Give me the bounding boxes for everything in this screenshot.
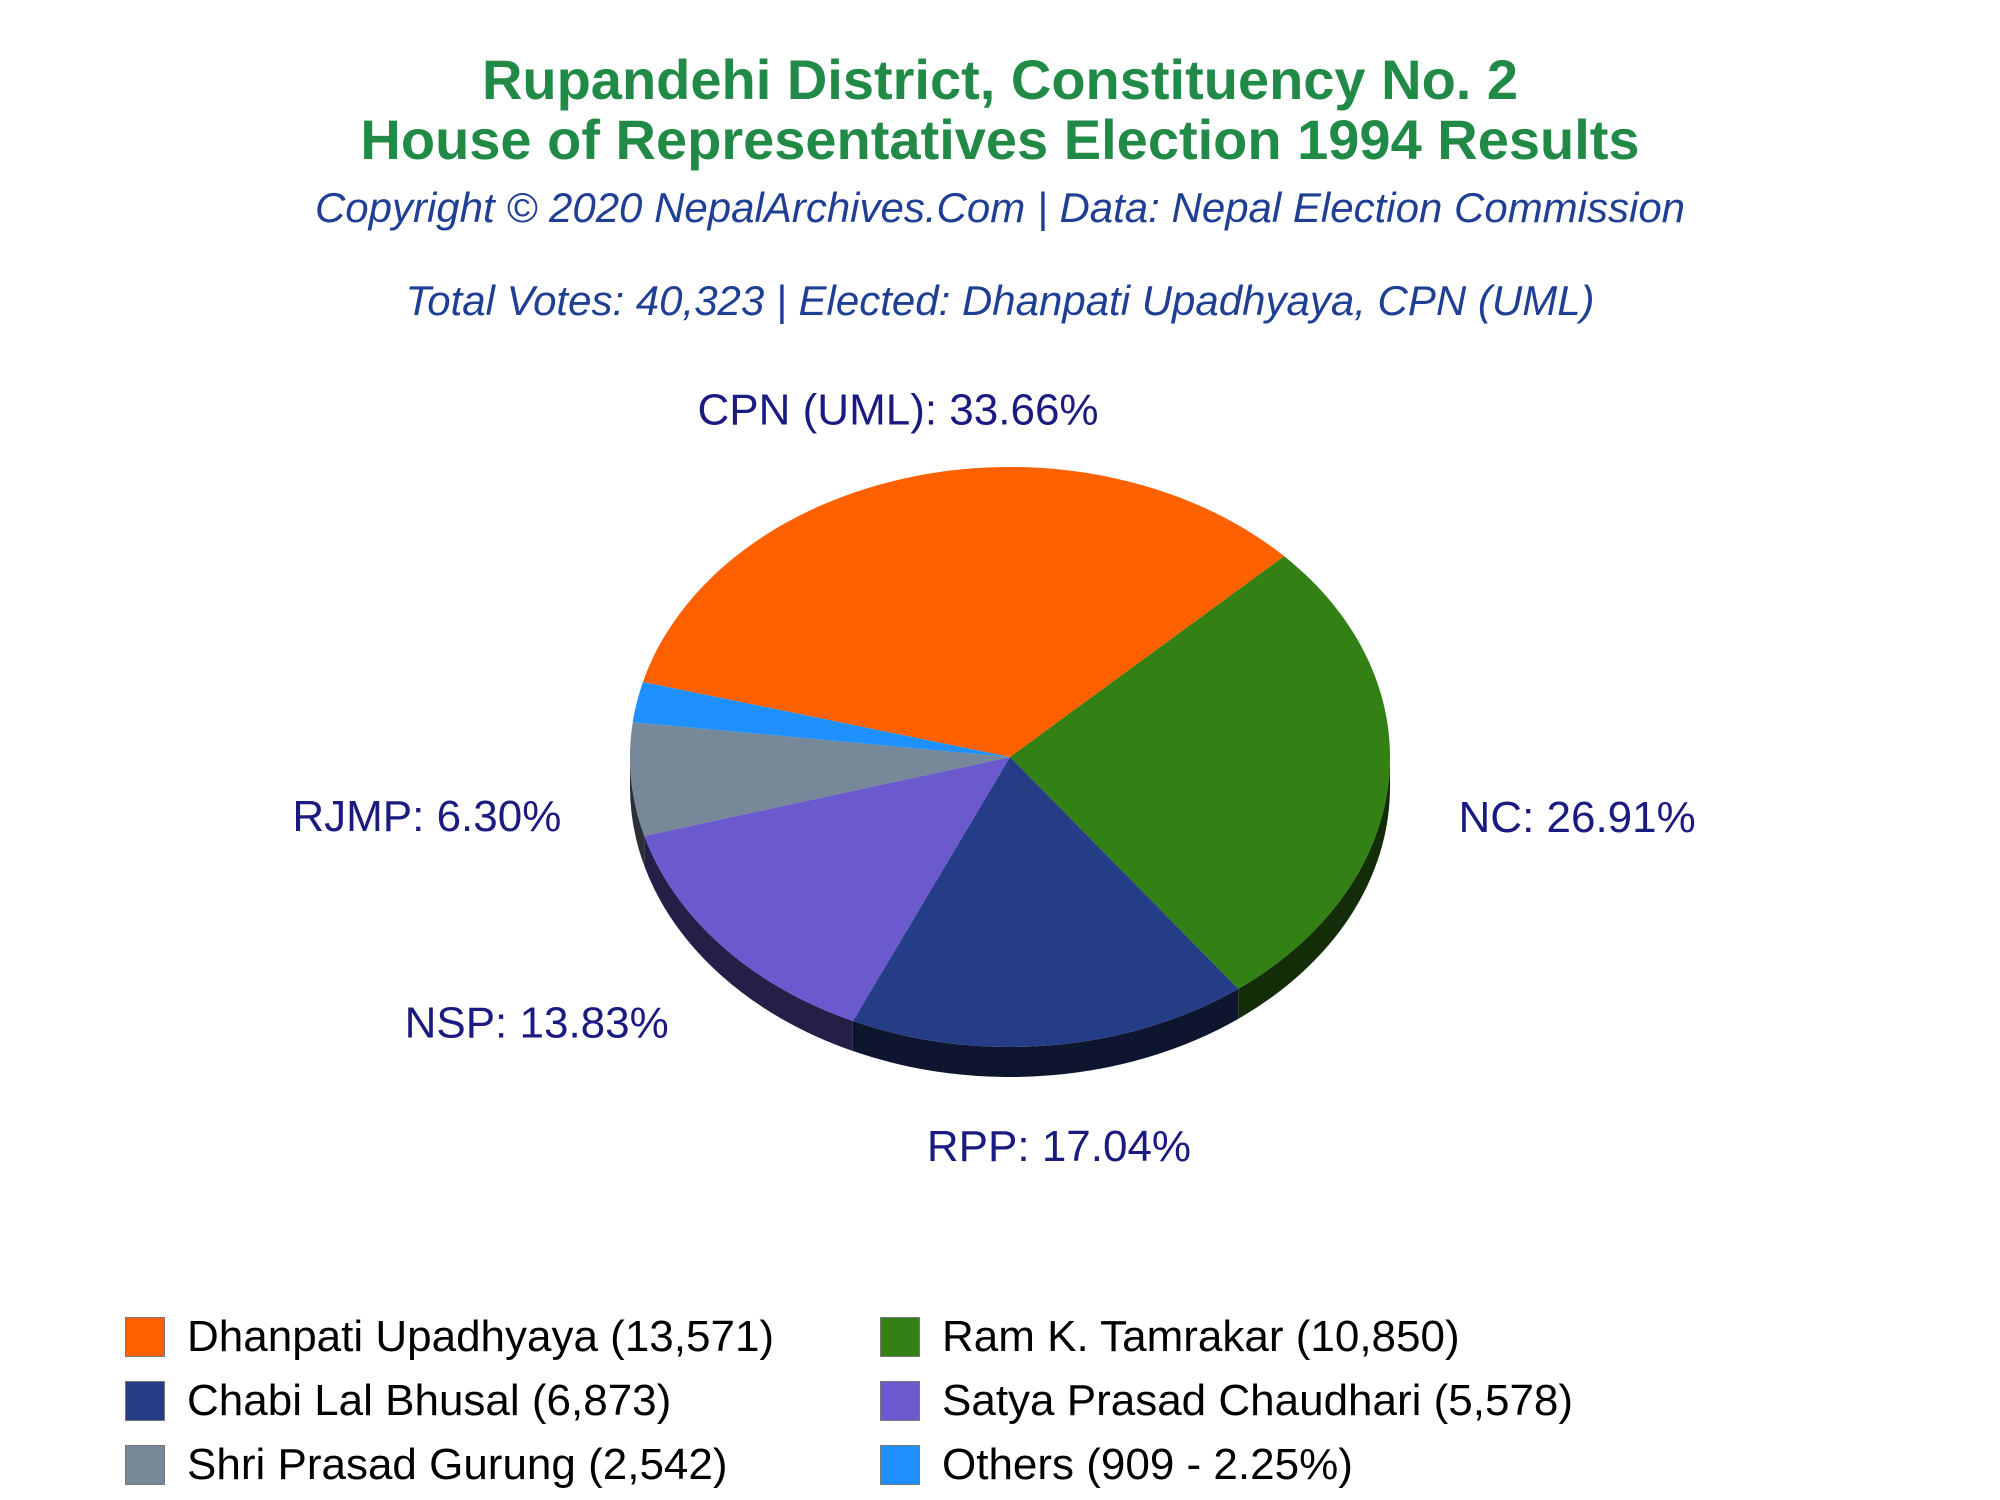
- legend-item: Shri Prasad Gurung (2,542): [125, 1440, 728, 1490]
- pie-slice-others: [632, 681, 1010, 757]
- pie-slice-rjmp: [630, 722, 1010, 836]
- legend-item: Dhanpati Upadhyaya (13,571): [125, 1312, 774, 1362]
- legend-item: Others (909 - 2.25%): [880, 1440, 1353, 1490]
- copyright-text: Copyright © 2020 NepalArchives.Com | Dat…: [314, 184, 1686, 231]
- pie-labels-layer: CPN (UML): 33.66% NC: 26.91% RPP: 17.04% NS…: [292, 385, 1695, 1171]
- summary-text: Total Votes: 40,323 | Elected: Dhanpati …: [405, 277, 1595, 324]
- legend-item: Ram K. Tamrakar (10,850): [880, 1312, 1460, 1362]
- pie-side-nc: [1238, 757, 1390, 1019]
- chart-title-line1: Rupandehi District, Constituency No. 2: [481, 48, 1519, 111]
- legend-label: Satya Prasad Chaudhari (5,578): [942, 1376, 1574, 1425]
- legend-swatch: [880, 1381, 920, 1421]
- pie-side-rpp: [852, 988, 1239, 1077]
- legend-swatch: [125, 1445, 165, 1485]
- legend-label: Others (909 - 2.25%): [942, 1440, 1353, 1489]
- legend-swatch: [125, 1317, 165, 1357]
- legend-item: Chabi Lal Bhusal (6,873): [125, 1376, 671, 1426]
- legend-label: Dhanpati Upadhyaya (13,571): [187, 1312, 775, 1361]
- pie-side-nsp: [644, 835, 853, 1052]
- pie-depth-layer: [630, 757, 1390, 1077]
- pie-label-nc: NC: 26.91%: [1459, 793, 1696, 842]
- pie-slice-nsp: [644, 757, 1010, 1022]
- chart-title-line2: House of Representatives Election 1994 R…: [360, 108, 1640, 171]
- pie-label-rpp: RPP: 17.04%: [927, 1122, 1191, 1171]
- pie-label-rjmp: RJMP: 6.30%: [292, 792, 561, 841]
- pie-label-nsp: NSP: 13.83%: [405, 999, 669, 1048]
- pie-slices-layer: [630, 467, 1390, 1047]
- legend-swatch: [880, 1317, 920, 1357]
- legend-label: Chabi Lal Bhusal (6,873): [187, 1376, 672, 1425]
- legend-item: Satya Prasad Chaudhari (5,578): [880, 1376, 1573, 1426]
- pie-chart: CPN (UML): 33.66% NC: 26.91% RPP: 17.04% NS…: [292, 385, 1695, 1171]
- legend-label: Ram K. Tamrakar (10,850): [942, 1312, 1460, 1361]
- pie-slice-cpn-uml-: [642, 467, 1285, 757]
- pie-slice-nc: [1010, 556, 1390, 989]
- legend-swatch: [125, 1381, 165, 1421]
- pie-slice-rpp: [852, 757, 1239, 1047]
- legend-swatch: [880, 1445, 920, 1485]
- legend-label: Shri Prasad Gurung (2,542): [187, 1440, 728, 1489]
- pie-side-rjmp: [630, 757, 645, 866]
- pie-label-cpn-uml-: CPN (UML): 33.66%: [698, 385, 1099, 434]
